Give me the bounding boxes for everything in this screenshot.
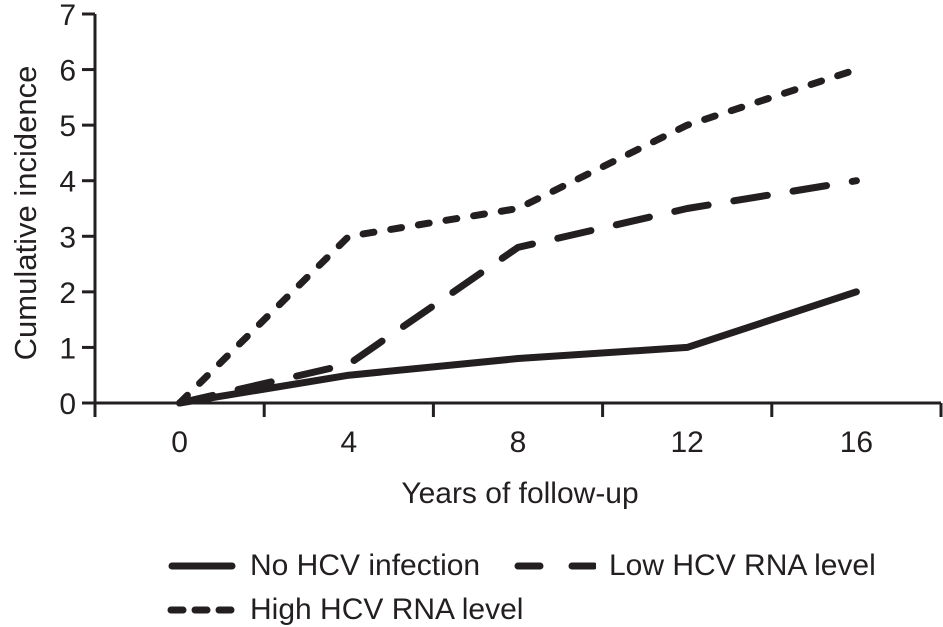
long-dash-line-swatch-icon bbox=[514, 562, 596, 570]
legend-label-low-hcv-rna: Low HCV RNA level bbox=[609, 549, 876, 582]
x-tick-label: 12 bbox=[671, 426, 704, 459]
x-tick-label: 16 bbox=[840, 426, 873, 459]
short-dash-line-swatch-icon bbox=[167, 606, 237, 614]
x-tick-label: 4 bbox=[340, 426, 357, 459]
legend-label-no-hcv-infection: No HCV infection bbox=[250, 549, 481, 582]
legend-label-high-hcv-rna: High HCV RNA level bbox=[250, 593, 524, 626]
y-tick-label: 3 bbox=[59, 221, 76, 254]
solid-line-swatch-icon bbox=[168, 562, 236, 570]
x-tick-label: 0 bbox=[171, 426, 188, 459]
y-axis-title: Cumulative incidence bbox=[8, 65, 43, 361]
series-line-solid bbox=[176, 288, 860, 407]
legend-item-low-hcv-rna: Low HCV RNA level bbox=[514, 548, 876, 584]
x-tick-label: 8 bbox=[510, 426, 527, 459]
y-tick-label: 6 bbox=[59, 55, 76, 88]
legend-item-high-hcv-rna: High HCV RNA level bbox=[167, 592, 523, 627]
series-line-short-dash bbox=[176, 66, 860, 407]
y-tick-label: 2 bbox=[59, 277, 76, 310]
series-line-long-dash bbox=[176, 177, 860, 407]
legend-item-no-hcv-infection: No HCV infection bbox=[167, 548, 480, 584]
y-tick-label: 0 bbox=[59, 388, 76, 421]
y-tick-label: 7 bbox=[59, 0, 76, 32]
y-tick-label: 1 bbox=[59, 332, 76, 365]
y-tick-label: 4 bbox=[59, 166, 76, 199]
y-tick-label: 5 bbox=[59, 110, 76, 143]
x-axis-title: Years of follow-up bbox=[401, 477, 639, 510]
